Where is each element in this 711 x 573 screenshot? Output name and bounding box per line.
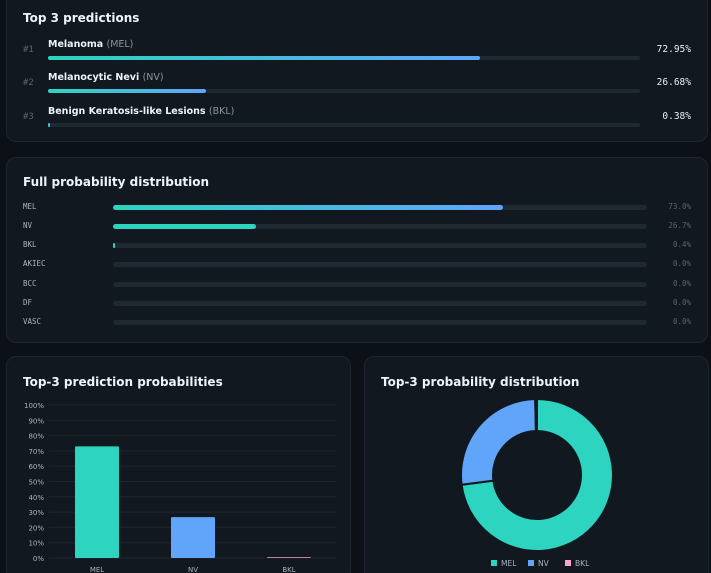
legend-label-nv: NV [538, 559, 550, 568]
distribution-label: MEL [23, 202, 37, 211]
prediction-percent: 26.68% [656, 77, 691, 88]
x-tick-label: MEL [90, 566, 104, 573]
bar-chart-title: Top-3 prediction probabilities [23, 375, 223, 389]
distribution-row-nv: NV 26.7% [7, 221, 707, 235]
y-tick-label: 90% [28, 417, 44, 425]
legend-swatch-nv [528, 560, 534, 566]
donut-chart: MEL NV BKL [460, 397, 614, 568]
slice-bkl [534, 397, 538, 433]
distribution-row-vasc: VASC 0.0% [7, 317, 707, 331]
distribution-label: VASC [23, 317, 42, 326]
bar-chart: 0% 10% 20% 30% 40% 50% 60% 70% 80% 90% 100% MEL NV BK… [24, 402, 337, 573]
bar-nv [171, 517, 215, 558]
slice-mel [460, 397, 614, 552]
prediction-rank: #2 [23, 78, 34, 88]
distribution-bar-track [113, 262, 647, 267]
legend-label-mel: MEL [501, 559, 517, 568]
prediction-row-2: #2 Melanocytic Nevi (NV) 26.68% [7, 72, 707, 102]
distribution-percent: 0.0% [672, 279, 691, 288]
prediction-name: Melanoma (MEL) [48, 39, 134, 50]
legend-label-bkl: BKL [575, 559, 590, 568]
bar-bkl [267, 557, 311, 558]
distribution-row-akiec: AKIEC 0.0% [7, 259, 707, 273]
distribution-bar-track [113, 301, 647, 306]
donut-chart-title: Top-3 probability distribution [381, 375, 580, 389]
prediction-rank: #3 [23, 112, 34, 122]
prediction-bar-track [48, 56, 640, 60]
prediction-row-1: #1 Melanoma (MEL) 72.95% [7, 39, 707, 69]
donut-chart-card: Top-3 probability distribution MEL NV BKL [364, 356, 709, 573]
prediction-name: Melanocytic Nevi (NV) [48, 72, 164, 83]
prediction-bar-track [48, 123, 640, 127]
prediction-rank: #1 [23, 45, 34, 55]
distribution-label: DF [23, 298, 33, 307]
top3-title: Top 3 predictions [23, 11, 140, 25]
distribution-percent: 73.0% [668, 202, 691, 211]
legend-swatch-mel [491, 560, 497, 566]
distribution-bar-track [113, 243, 647, 248]
y-tick-label: 50% [28, 479, 44, 487]
distribution-percent: 0.0% [672, 298, 691, 307]
distribution-percent: 0.0% [672, 317, 691, 326]
bar-mel [75, 446, 119, 558]
prediction-bar-fill [48, 89, 206, 93]
distribution-label: BKL [23, 240, 37, 249]
distribution-bar-track [113, 320, 647, 325]
distribution-percent: 0.0% [672, 259, 691, 268]
distribution-label: NV [23, 221, 33, 230]
prediction-name: Benign Keratosis-like Lesions (BKL) [48, 106, 235, 117]
y-tick-label: 80% [28, 433, 44, 441]
y-tick-label: 30% [28, 509, 44, 517]
distribution-bar-fill [113, 205, 503, 210]
slice-nv [460, 397, 537, 486]
y-tick-label: 20% [28, 524, 44, 532]
prediction-bar-track [48, 89, 640, 93]
legend-swatch-bkl [565, 560, 571, 566]
distribution-title: Full probability distribution [23, 175, 210, 189]
prediction-bar-fill [48, 56, 480, 60]
distribution-bar-track [113, 282, 647, 287]
distribution-bar-track [113, 224, 647, 229]
y-tick-label: 60% [28, 463, 44, 471]
prediction-percent: 0.38% [662, 111, 691, 122]
prediction-code: (BKL) [208, 106, 235, 117]
bar-chart-card: Top-3 prediction probabilities 0% 10% 20% 3… [6, 356, 351, 573]
y-tick-label: 10% [28, 540, 44, 548]
x-tick-label: NV [188, 566, 198, 573]
distribution-bar-fill [113, 224, 256, 229]
distribution-label: AKIEC [23, 259, 46, 268]
y-tick-label: 40% [28, 494, 44, 502]
prediction-percent: 72.95% [656, 44, 691, 55]
y-tick-label: 100% [24, 402, 44, 410]
distribution-row-bcc: BCC 0.0% [7, 279, 707, 293]
x-tick-label: BKL [282, 566, 295, 573]
y-tick-label: 0% [33, 555, 44, 563]
y-tick-label: 70% [28, 448, 44, 456]
prediction-code: (MEL) [106, 39, 134, 50]
prediction-row-3: #3 Benign Keratosis-like Lesions (BKL) 0… [7, 106, 707, 136]
prediction-bar-fill [48, 123, 51, 127]
distribution-row-mel: MEL 73.0% [7, 202, 707, 216]
prediction-code: (NV) [142, 72, 164, 83]
distribution-bar-fill [113, 243, 116, 248]
distribution-row-df: DF 0.0% [7, 298, 707, 312]
top3-card: Top 3 predictions #1 Melanoma (MEL) 72.9… [6, 0, 708, 142]
distribution-percent: 0.4% [672, 240, 691, 249]
distribution-percent: 26.7% [668, 221, 691, 230]
distribution-row-bkl: BKL 0.4% [7, 240, 707, 254]
distribution-label: BCC [23, 279, 37, 288]
distribution-bar-track [113, 205, 647, 210]
distribution-card: Full probability distribution MEL 73.0% NV… [6, 157, 708, 343]
